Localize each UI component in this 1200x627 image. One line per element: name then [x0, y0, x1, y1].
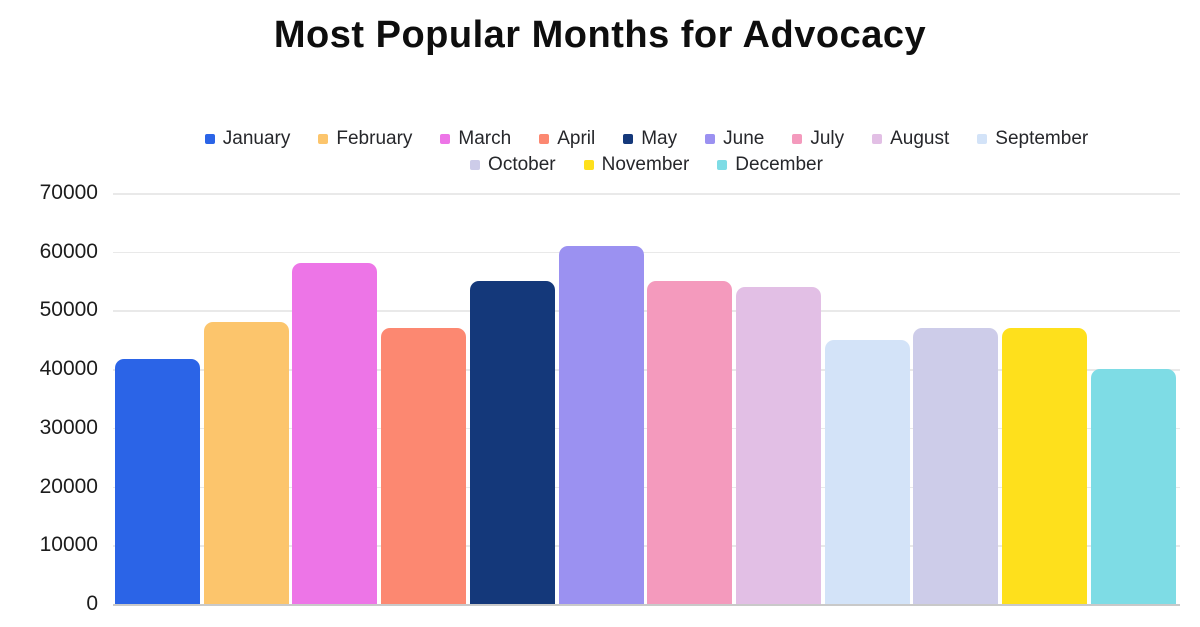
legend-item-november: November — [583, 154, 690, 176]
bar-january — [115, 359, 200, 604]
y-tick-label-70000: 70000 — [39, 181, 98, 204]
legend-marker-may — [623, 134, 634, 144]
legend-label-january: January — [222, 128, 291, 149]
legend-marker-april — [539, 134, 550, 144]
bar-december — [1090, 369, 1176, 604]
legend-item-february: February — [318, 128, 412, 150]
y-tick-label-0: 0 — [86, 592, 98, 615]
legend: January February March April May June July Augu… — [113, 126, 1180, 178]
legend-row-2: October November December — [113, 152, 1180, 178]
legend-item-september: September — [977, 128, 1088, 150]
legend-label-august: August — [890, 128, 950, 149]
legend-marker-november — [583, 160, 594, 170]
legend-label-september: September — [995, 128, 1089, 149]
y-tick-label-60000: 60000 — [39, 239, 98, 263]
bar-june — [558, 245, 644, 604]
legend-label-march: March — [458, 128, 512, 149]
chart-title: Most Popular Months for Advocacy — [273, 14, 927, 56]
y-tick-label-40000: 40000 — [39, 357, 98, 381]
plot-area — [113, 193, 1180, 606]
y-tick-label-10000: 10000 — [39, 533, 98, 557]
bar-march — [292, 263, 378, 604]
bar-august — [736, 286, 822, 604]
legend-item-january: January — [204, 128, 291, 150]
legend-marker-july — [792, 134, 803, 144]
bar-april — [381, 328, 467, 604]
legend-label-november: November — [601, 154, 690, 175]
legend-marker-january — [204, 134, 215, 144]
gridline-50000 — [113, 310, 1180, 313]
legend-item-december: December — [717, 154, 823, 176]
y-tick-label-50000: 50000 — [39, 298, 98, 322]
legend-label-december: December — [735, 154, 823, 175]
legend-label-april: April — [557, 128, 596, 149]
gridline-30000 — [113, 427, 1180, 430]
legend-item-march: March — [440, 128, 511, 150]
gridline-10000 — [113, 545, 1180, 547]
legend-marker-august — [872, 134, 883, 144]
gridline-70000 — [113, 193, 1180, 195]
legend-label-july: July — [810, 128, 845, 149]
bar-october — [913, 328, 999, 604]
legend-marker-june — [705, 134, 716, 144]
legend-item-october: October — [470, 154, 556, 176]
bar-may — [469, 281, 555, 604]
legend-label-february: February — [336, 128, 413, 149]
bars-container — [115, 193, 1176, 604]
legend-item-july: July — [792, 128, 844, 150]
legend-row-1: January February March April May June July Augu… — [113, 126, 1180, 152]
legend-marker-march — [440, 134, 451, 144]
bar-february — [203, 322, 289, 604]
legend-marker-february — [318, 134, 329, 144]
legend-item-june: June — [705, 128, 764, 150]
gridline-40000 — [113, 369, 1180, 371]
legend-label-june: June — [723, 128, 765, 149]
bar-november — [1002, 328, 1088, 604]
legend-marker-december — [717, 160, 728, 170]
y-tick-label-20000: 20000 — [39, 474, 98, 498]
legend-item-may: May — [623, 128, 677, 150]
x-axis-line — [113, 604, 1180, 606]
legend-marker-september — [977, 134, 988, 144]
legend-marker-october — [470, 160, 481, 170]
y-axis: 70000 60000 50000 40000 30000 20000 10000 0 — [0, 181, 98, 615]
legend-item-april: April — [539, 128, 595, 150]
gridline-20000 — [113, 486, 1180, 489]
legend-label-october: October — [488, 154, 556, 175]
legend-label-may: May — [641, 128, 678, 149]
bar-september — [824, 339, 910, 604]
bar-july — [647, 281, 733, 604]
legend-item-august: August — [872, 128, 949, 150]
gridline-60000 — [113, 251, 1180, 254]
y-tick-label-30000: 30000 — [39, 415, 98, 439]
